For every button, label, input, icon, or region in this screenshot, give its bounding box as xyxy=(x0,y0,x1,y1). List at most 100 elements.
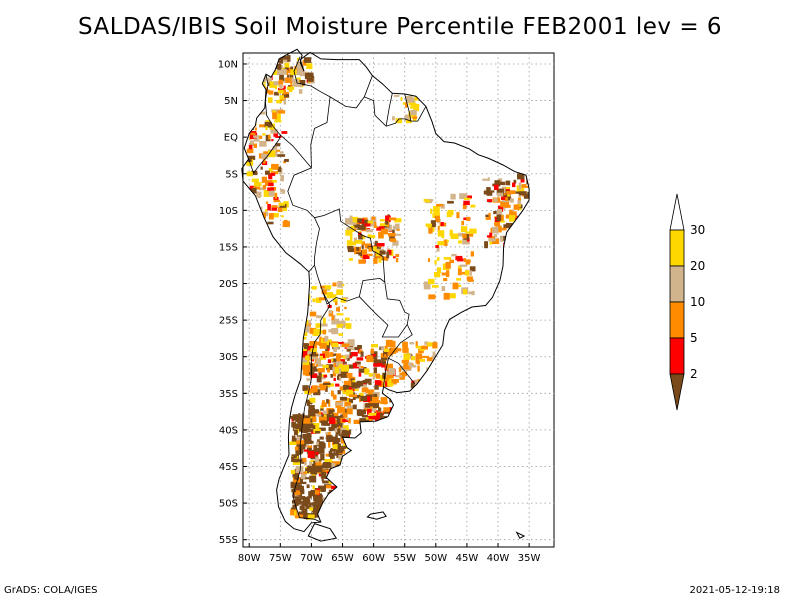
moisture-cell xyxy=(356,247,360,251)
lat-label: 55S xyxy=(219,535,238,546)
moisture-cell xyxy=(294,490,301,495)
moisture-cell xyxy=(414,95,419,101)
moisture-cell xyxy=(340,497,344,502)
moisture-cell xyxy=(371,344,378,348)
moisture-cell xyxy=(268,150,276,158)
moisture-cell xyxy=(361,219,369,227)
moisture-cell xyxy=(251,187,257,194)
moisture-cell xyxy=(325,386,328,392)
moisture-cell xyxy=(321,441,325,447)
moisture-cell xyxy=(301,508,308,515)
moisture-cell xyxy=(328,310,332,314)
moisture-cell xyxy=(465,259,471,265)
moisture-cell xyxy=(358,234,364,240)
moisture-cell xyxy=(343,425,349,431)
moisture-cell xyxy=(301,423,310,431)
moisture-cell xyxy=(457,268,462,276)
moisture-cell xyxy=(341,430,348,436)
moisture-cell xyxy=(332,500,338,505)
moisture-cell xyxy=(387,224,392,232)
moisture-cell xyxy=(306,378,312,381)
moisture-cell xyxy=(448,293,456,299)
moisture-cell xyxy=(424,341,429,345)
moisture-cell xyxy=(354,361,361,365)
moisture-cell xyxy=(465,231,473,234)
moisture-cell xyxy=(318,427,326,431)
moisture-cell xyxy=(435,215,440,222)
moisture-cell xyxy=(271,205,278,208)
moisture-cell xyxy=(459,193,468,200)
moisture-cell xyxy=(344,402,352,407)
moisture-cell xyxy=(376,227,382,231)
moisture-cell xyxy=(378,231,384,239)
lat-label: 35S xyxy=(219,389,238,400)
moisture-cell xyxy=(312,368,319,372)
moisture-cell xyxy=(363,367,367,370)
moisture-cell xyxy=(521,184,527,188)
moisture-cell xyxy=(281,189,286,194)
moisture-cell xyxy=(387,380,394,387)
moisture-cell xyxy=(470,204,476,208)
moisture-cell xyxy=(342,468,347,472)
moisture-cell xyxy=(375,416,378,422)
moisture-cell xyxy=(343,385,349,390)
moisture-cell xyxy=(343,494,350,499)
moisture-cell xyxy=(356,380,361,388)
moisture-cell xyxy=(292,424,296,432)
moisture-cell xyxy=(336,341,345,344)
map-title: SALDAS/IBIS Soil Moisture Percentile FEB… xyxy=(77,14,723,40)
moisture-cell xyxy=(265,126,268,130)
moisture-cell xyxy=(505,214,510,219)
moisture-cell xyxy=(343,380,352,386)
moisture-cell xyxy=(300,293,306,300)
moisture-cell xyxy=(348,258,353,261)
moisture-cell xyxy=(301,310,307,315)
moisture-cell xyxy=(334,366,339,374)
moisture-cell xyxy=(259,124,265,128)
moisture-cell xyxy=(302,457,307,462)
moisture-cell xyxy=(257,81,263,85)
moisture-cell xyxy=(290,81,293,87)
moisture-cell xyxy=(383,350,389,357)
moisture-cell xyxy=(298,89,303,94)
moisture-cell xyxy=(315,360,321,366)
moisture-cell xyxy=(336,511,340,516)
moisture-cell xyxy=(324,469,330,473)
moisture-cell xyxy=(521,220,524,223)
lat-label: 5S xyxy=(225,169,238,180)
moisture-cell xyxy=(320,420,328,424)
moisture-cell xyxy=(294,515,300,519)
moisture-cell xyxy=(333,511,339,518)
moisture-cell xyxy=(298,288,306,294)
moisture-cell xyxy=(315,364,319,367)
moisture-cell xyxy=(280,175,284,182)
moisture-cell xyxy=(306,400,311,406)
moisture-cell xyxy=(354,363,357,369)
moisture-cell xyxy=(337,375,340,381)
moisture-cell xyxy=(322,512,327,516)
moisture-cell xyxy=(293,79,299,86)
moisture-cell xyxy=(349,235,353,242)
moisture-cell xyxy=(253,143,257,148)
moisture-cell xyxy=(525,217,528,223)
moisture-cell xyxy=(358,233,361,238)
moisture-cell xyxy=(336,307,340,312)
legend-label: 10 xyxy=(690,295,705,309)
country-border xyxy=(404,93,412,122)
moisture-cell xyxy=(456,212,460,219)
moisture-cell xyxy=(346,372,353,378)
moisture-cell xyxy=(373,363,381,367)
moisture-cell xyxy=(319,342,327,349)
moisture-cell xyxy=(387,352,393,356)
moisture-cell xyxy=(390,238,397,242)
moisture-cell xyxy=(299,365,306,370)
moisture-cell xyxy=(334,423,339,428)
moisture-cell xyxy=(421,355,429,358)
moisture-cell xyxy=(336,418,341,424)
moisture-cell xyxy=(315,323,322,328)
moisture-cell xyxy=(384,377,392,383)
moisture-cell xyxy=(392,229,395,235)
moisture-cell xyxy=(295,423,303,426)
moisture-cell xyxy=(328,409,333,415)
